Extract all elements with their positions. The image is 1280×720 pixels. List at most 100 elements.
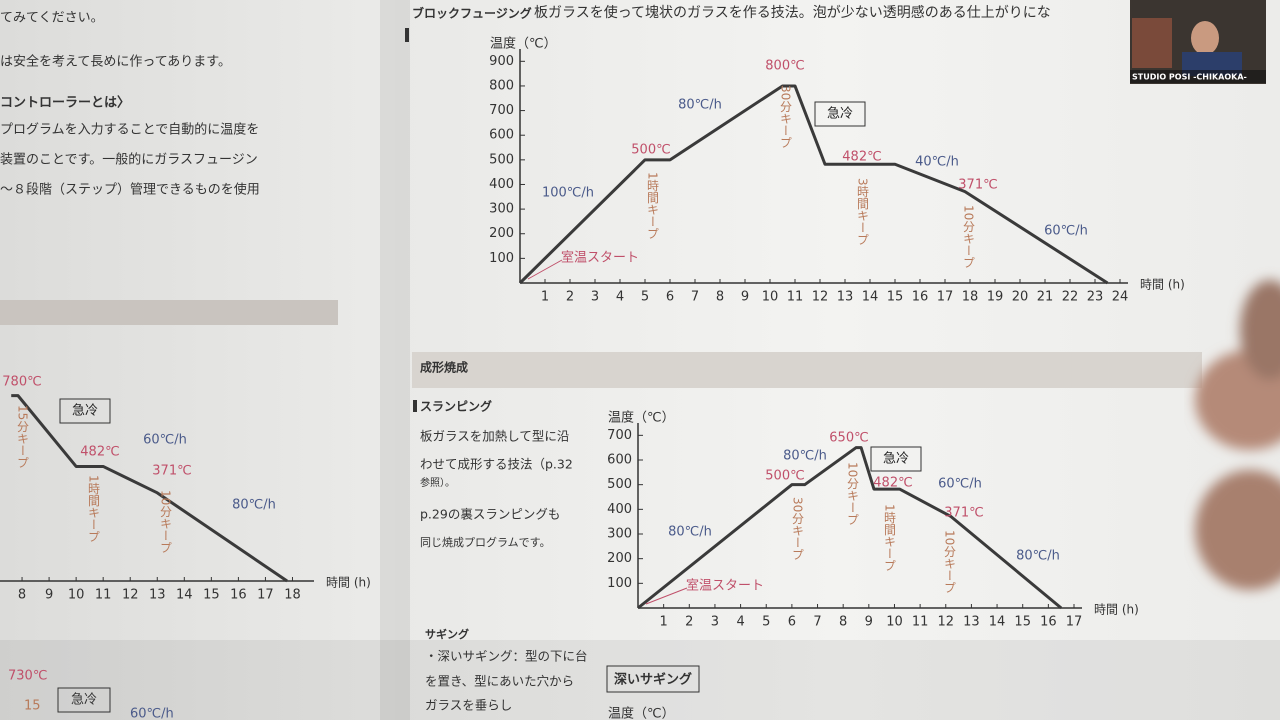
- x-tick-label: 22: [1062, 290, 1079, 305]
- x-tick-label: 24: [1112, 290, 1129, 305]
- x-tick-label: 14: [176, 588, 193, 603]
- x-tick-label: 10: [762, 290, 779, 305]
- note-pointer: [645, 587, 688, 605]
- x-tick-label: 15: [887, 290, 904, 305]
- section-band: [412, 352, 1202, 388]
- keep-note: 10分キープ: [962, 205, 976, 268]
- annotation: 800℃: [765, 59, 804, 74]
- x-tick-label: 21: [1037, 290, 1054, 305]
- description: 参照）。: [420, 476, 455, 489]
- annotation: 780℃: [2, 375, 41, 390]
- annotation: 60℃/h: [938, 477, 982, 492]
- x-tick-label: 8: [18, 588, 26, 603]
- x-tick-label: 10: [68, 588, 85, 603]
- annotation: 80℃/h: [668, 525, 712, 540]
- y-tick-label: 100: [607, 576, 632, 591]
- annotation: 482℃: [873, 476, 912, 491]
- x-tick-label: 20: [1012, 290, 1029, 305]
- note-box-label: 急冷: [883, 452, 909, 467]
- x-tick-label: 11: [95, 588, 112, 603]
- annotation: 371℃: [944, 506, 983, 521]
- left-heading: コントローラーとは〉: [0, 95, 130, 111]
- note-box: [814, 101, 866, 127]
- x-tick-label: 1: [660, 615, 668, 630]
- x-tick-label: 4: [736, 615, 744, 630]
- x-tick-label: 7: [813, 615, 821, 630]
- x-tick-label: 3: [711, 615, 719, 630]
- annotation: 室温スタート: [561, 250, 639, 266]
- fragment-temp: 730℃: [8, 669, 47, 684]
- series-line: [637, 446, 1063, 610]
- box-label: 深いサギング: [614, 672, 692, 688]
- x-tick-label: 2: [685, 615, 693, 630]
- axis-label: 温度（℃）: [608, 706, 675, 720]
- left-text: は安全を考えて長めに作ってあります。: [0, 54, 231, 70]
- x-tick-label: 13: [837, 290, 854, 305]
- y-tick-label: 300: [489, 202, 514, 217]
- keep-note: 30分キープ: [791, 497, 805, 560]
- x-tick-label: 11: [787, 290, 804, 305]
- x-tick-label: 6: [666, 290, 674, 305]
- x-tick-label: 5: [762, 615, 770, 630]
- x-tick-label: 19: [987, 290, 1004, 305]
- hand: [1195, 280, 1280, 590]
- left-text: プログラムを入力することで自動的に温度を: [0, 122, 259, 138]
- webcam-shelf: [1132, 18, 1172, 68]
- fragment-keep: 15: [24, 699, 41, 714]
- x-tick-label: 4: [616, 290, 624, 305]
- left-text: ～８段階（ステップ）管理できるものを使用: [0, 182, 260, 198]
- y-tick-label: 200: [607, 551, 632, 566]
- y-tick-label: 600: [607, 453, 632, 468]
- heading: ブロックフュージング: [412, 6, 532, 21]
- annotation: 650℃: [829, 431, 868, 446]
- x-tick-label: 12: [122, 588, 139, 603]
- x-tick-label: 9: [741, 290, 749, 305]
- annotation: 60℃/h: [143, 433, 187, 448]
- left-page: [0, 0, 395, 720]
- box: [57, 687, 111, 713]
- x-tick-label: 10: [886, 615, 903, 630]
- x-tick-label: 2: [566, 290, 574, 305]
- keep-note: 1時間キープ: [87, 475, 101, 543]
- x-tick-label: 17: [1066, 615, 1083, 630]
- y-tick-label: 800: [489, 78, 514, 93]
- x-tick-label: 12: [812, 290, 829, 305]
- fragment-rate: 60℃/h: [130, 707, 174, 720]
- annotation: 80℃/h: [232, 498, 276, 513]
- note-box: [59, 398, 111, 424]
- x-tick-label: 16: [912, 290, 929, 305]
- y-axis-label: 温度（℃）: [490, 36, 557, 52]
- annotation: 80℃/h: [1016, 549, 1060, 564]
- section-title: 成形焼成: [420, 360, 468, 375]
- webcam-label: STUDIO POSI -CHIKAOKA-: [1132, 73, 1247, 82]
- webcam-bar: [1130, 70, 1266, 83]
- x-tick-label: 17: [937, 290, 954, 305]
- book-gutter: [380, 0, 410, 720]
- keep-note: 10分キープ: [846, 462, 860, 525]
- heading: スランピング: [420, 399, 492, 414]
- y-tick-label: 700: [607, 428, 632, 443]
- x-tick-label: 12: [937, 615, 954, 630]
- keep-note: 10分キープ: [943, 530, 957, 593]
- left-text: 装置のことです。一般的にガラスフュージン: [0, 152, 258, 168]
- x-tick-label: 7: [691, 290, 699, 305]
- x-tick-label: 14: [862, 290, 879, 305]
- description: わせて成形する技法（p.32: [420, 457, 573, 472]
- y-tick-label: 400: [489, 177, 514, 192]
- left-band: [0, 300, 338, 325]
- y-axis-label: 温度（℃）: [608, 410, 675, 426]
- x-tick-label: 9: [45, 588, 53, 603]
- x-axis-label: 時間 (h): [1140, 278, 1185, 292]
- heading: サギング: [425, 627, 469, 641]
- x-tick-label: 23: [1087, 290, 1104, 305]
- keep-note: 1時間キープ: [883, 504, 897, 572]
- x-tick-label: 14: [989, 615, 1006, 630]
- description: ・深いサギング：型の下に台: [425, 649, 588, 664]
- x-tick-label: 13: [149, 588, 166, 603]
- annotation: 482℃: [842, 150, 881, 165]
- keep-note: 10分キープ: [159, 490, 173, 553]
- annotation: 室温スタート: [686, 578, 764, 594]
- x-axis-label: 時間 (h): [1094, 603, 1139, 617]
- annotation: 500℃: [631, 143, 670, 158]
